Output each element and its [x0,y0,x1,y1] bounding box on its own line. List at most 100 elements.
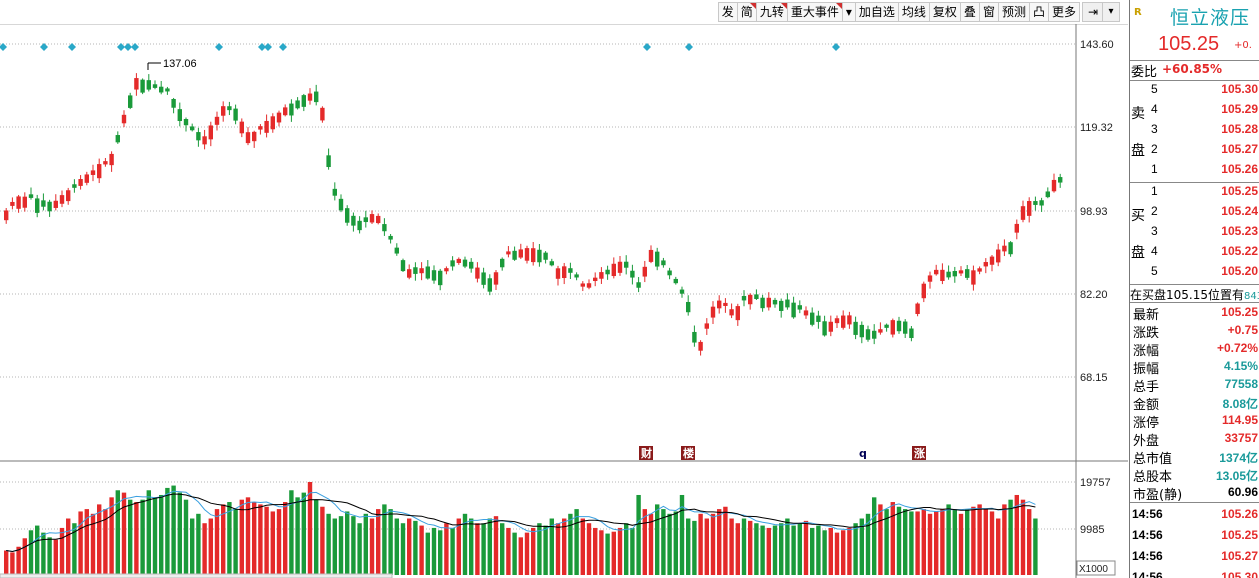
event-tag-box [912,446,926,460]
volume-bar [518,537,523,575]
divider [1130,80,1259,81]
volume-bar [338,516,344,575]
buy-side-label: 盘 [1131,245,1145,261]
buy-level-price: 105.22 [1221,244,1258,258]
volume-bar [531,527,536,575]
volume-bar [41,532,46,575]
candle-body [748,294,753,305]
toolbar-button-7[interactable]: 复权 [928,2,961,22]
toolbar-button-4[interactable]: ▾ [841,2,856,22]
volume-bar [345,511,350,575]
event-tag-box [681,446,695,460]
candle-body [822,321,827,336]
toolbar-button-6[interactable]: 均线 [897,2,930,22]
volume-bar [878,504,883,575]
weibi-value: +60.85% [1162,62,1223,76]
candle-body [878,329,883,333]
candle-body [679,289,685,294]
candle-body [1058,177,1063,183]
volume-bar [326,513,331,575]
stat-value: +0.75 [1227,323,1258,337]
candle-body [921,283,926,299]
volume-bar [369,518,375,575]
chart-toolbar: 发简九转 重大事件 ▾ 加自选 均线 复权叠窗预测凸更多 ⇥ ▾ [0,0,1128,25]
candle-body [59,195,65,204]
volume-bar [642,509,647,575]
volume-bar [543,525,548,575]
volume-bar [729,518,734,575]
volume-bar [797,523,802,575]
volume-bar [407,518,412,575]
volume-bar [239,499,244,575]
candle-body [531,248,536,263]
volume-bar [927,513,933,575]
volume-bar [692,520,697,575]
volume-bar [772,525,778,575]
candle-body [165,88,170,92]
volume-bar [1020,499,1026,575]
volume-tick-label: 19757 [1080,477,1111,489]
volume-bar [152,497,158,575]
toolbar-button-9[interactable]: 窗 [978,2,999,22]
sell-level-price: 105.27 [1221,142,1258,156]
toolbar-button-10[interactable]: 预测 [997,2,1030,22]
event-diamond [685,43,693,51]
trade-price: 105.30 [1221,570,1258,578]
volume-bar [419,525,424,575]
candle-body [475,267,480,279]
candle-body [797,305,802,310]
volume-bar [202,523,207,575]
expand-panel-icon[interactable]: ⇥ [1082,2,1104,22]
trade-time: 14:56 [1132,549,1163,563]
volume-bar [872,497,877,575]
volume-bar [593,527,598,575]
toolbar-button-5[interactable]: 加自选 [854,2,899,22]
event-tag: 财 [640,446,652,460]
candle-body [524,248,530,261]
sell-level-num: 3 [1151,122,1158,136]
volume-bar [748,520,753,575]
stock-name: 恒立液压 [1170,7,1251,29]
volume-bar [444,523,449,575]
candle-body [289,103,294,116]
candle-body [785,299,790,308]
toolbar-button-1[interactable]: 简 [736,2,757,22]
volume-bar [190,518,195,575]
volume-bar [989,511,995,575]
candle-body [190,126,195,131]
event-diamond [131,43,139,51]
volume-bar [599,530,604,575]
volume-bar [115,490,120,575]
stat-value: 60.96 [1227,485,1258,499]
candle-body [227,106,232,111]
event-diamond [40,43,48,51]
volume-bar [903,509,908,575]
volume-bar [196,513,201,575]
candle-body [506,251,511,255]
toolbar-button-12[interactable]: 更多 [1047,2,1080,22]
sell-side-label: 卖 [1131,106,1145,122]
toolbar-button-11[interactable]: 凸 [1028,2,1049,22]
candle-body [940,269,945,281]
volume-bar [1002,504,1007,575]
toolbar-button-2[interactable]: 九转 [755,2,788,22]
stat-value: 105.25 [1221,305,1258,319]
toolbar-menu-icon[interactable]: ▾ [1102,2,1120,22]
volume-bar [934,511,939,575]
volume-bar [357,523,362,575]
candle-body [648,249,654,262]
candle-body [1039,200,1044,206]
stock-price: 105.25 [1158,33,1220,55]
volume-bar [314,499,319,575]
kline-chart[interactable]: 财 楼 q 涨 143.60 119.32 98.93 82.20 68.15 19757 998… [0,24,1128,578]
volume-bar [481,523,486,575]
stat-value: 8.08亿 [1222,397,1258,411]
candle-body [717,300,722,309]
candle-body [884,324,889,328]
volume-bar [890,502,895,575]
sell-level-num: 1 [1151,162,1158,176]
candle-body [276,112,282,123]
toolbar-button-0[interactable]: 发 [717,2,738,22]
toolbar-button-8[interactable]: 叠 [959,2,980,22]
toolbar-button-3[interactable]: 重大事件 [786,2,843,22]
